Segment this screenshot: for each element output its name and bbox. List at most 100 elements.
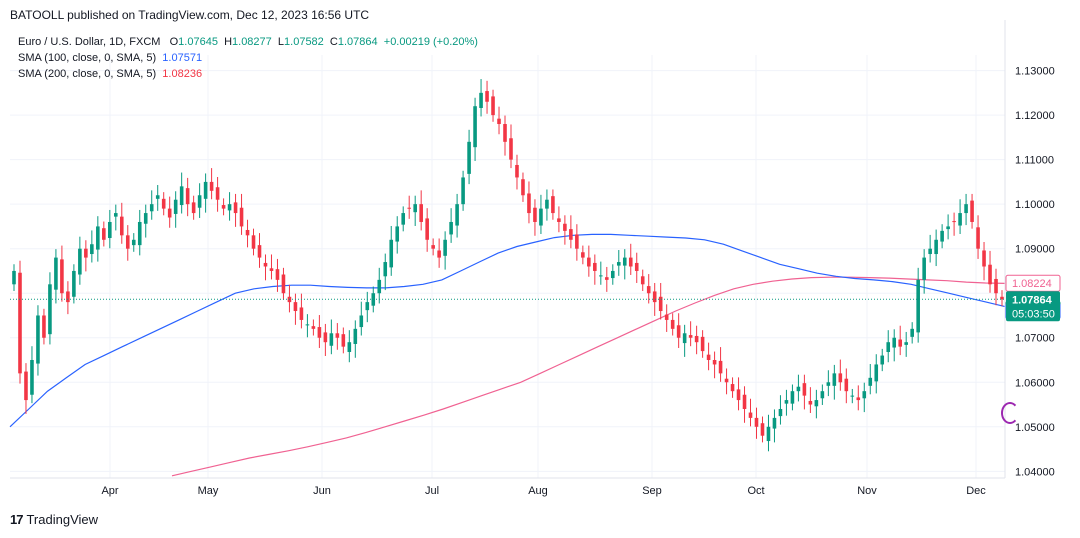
candle-body bbox=[90, 244, 94, 255]
candle-body bbox=[161, 198, 166, 209]
countdown-text: 05:03:50 bbox=[1012, 308, 1055, 320]
candle-body bbox=[688, 335, 693, 338]
candle-body bbox=[179, 186, 184, 206]
candle-body bbox=[119, 216, 124, 236]
candle-body bbox=[862, 391, 867, 399]
candle-body bbox=[1000, 296, 1004, 300]
candle-body bbox=[365, 302, 370, 311]
candle-body bbox=[383, 262, 388, 277]
candle-body bbox=[155, 195, 160, 199]
candle-body bbox=[736, 389, 741, 401]
price-tick-label: 1.04000 bbox=[1015, 466, 1055, 478]
candle-body bbox=[455, 204, 459, 226]
candle-body bbox=[233, 202, 238, 214]
candle-body bbox=[533, 207, 537, 222]
candle-body bbox=[898, 339, 903, 347]
candle-body bbox=[335, 333, 340, 338]
month-tick-label: Oct bbox=[747, 485, 764, 497]
month-tick-label: Aug bbox=[528, 485, 548, 497]
high-label: H bbox=[224, 36, 233, 48]
candle-body bbox=[976, 227, 980, 249]
candle-body bbox=[42, 315, 46, 338]
candle-body bbox=[167, 208, 172, 218]
time-axis[interactable]: Apr May Jun Jul Aug Sep Oct Nov Dec bbox=[10, 477, 1005, 497]
symbol-legend-row[interactable]: Euro / U.S. Dollar, 1D, FXCM O1.07645 H 1… bbox=[18, 34, 478, 50]
candle-body bbox=[389, 239, 394, 268]
chart-legend: Euro / U.S. Dollar, 1D, FXCM O1.07645 H 1… bbox=[18, 34, 478, 82]
candle-body bbox=[646, 286, 651, 294]
candle-body bbox=[605, 277, 609, 280]
low-value: 1.07582 bbox=[284, 36, 324, 48]
open-label: O bbox=[169, 36, 179, 48]
candle-body bbox=[485, 91, 489, 102]
candle-body bbox=[796, 386, 801, 392]
month-tick-label: Sep bbox=[642, 485, 662, 497]
tv-logo-icon: 17 bbox=[10, 512, 24, 527]
candle-body bbox=[515, 164, 519, 178]
sma-200-line bbox=[171, 276, 1006, 477]
candle-body bbox=[209, 181, 214, 191]
sma200-price-badge-text: 1.08224 bbox=[1012, 278, 1052, 290]
candle-body bbox=[658, 296, 663, 312]
candle-body bbox=[269, 268, 274, 271]
sma200-price-badge-box bbox=[1005, 274, 1061, 292]
candle-body bbox=[347, 342, 352, 352]
candle-body bbox=[784, 400, 789, 404]
publisher-line: BATOOLL published on TradingView.com, De… bbox=[10, 8, 370, 22]
candle-body bbox=[96, 226, 100, 250]
price-tick-label: 1.12000 bbox=[1015, 110, 1055, 122]
candle-body bbox=[467, 141, 471, 174]
candle-body bbox=[293, 302, 298, 312]
candle-body bbox=[593, 262, 597, 271]
candle-body bbox=[616, 262, 621, 266]
candle-body bbox=[856, 397, 861, 401]
sma200-legend-row[interactable]: SMA (200, close, 0, SMA, 5) 1.08236 bbox=[18, 66, 478, 82]
candle-body bbox=[587, 257, 591, 267]
price-tick-label: 1.11000 bbox=[1015, 155, 1054, 167]
candle-body bbox=[988, 264, 992, 285]
candle-body bbox=[473, 106, 477, 148]
candle-body bbox=[622, 257, 627, 266]
candle-body bbox=[72, 270, 76, 297]
candle-body bbox=[551, 196, 555, 214]
sma100-legend-row[interactable]: SMA (100, close, 0, SMA, 5) 1.07571 bbox=[18, 50, 478, 66]
candle-body bbox=[742, 394, 747, 409]
alert-indicator-icon[interactable] bbox=[1001, 402, 1019, 424]
candle-body bbox=[377, 279, 382, 294]
candle-body bbox=[880, 355, 885, 365]
sma100-label: SMA (100, close, 0, SMA, 5) bbox=[18, 52, 157, 64]
candle-body bbox=[599, 275, 603, 277]
candle-body bbox=[886, 342, 891, 352]
candle-body bbox=[838, 373, 843, 383]
open-value: 1.07645 bbox=[178, 36, 218, 48]
candle-body bbox=[652, 291, 657, 303]
tradingview-logo[interactable]: 17 TradingView bbox=[10, 512, 98, 527]
candle-body bbox=[527, 193, 531, 214]
candle-body bbox=[84, 248, 88, 258]
candle-body bbox=[245, 229, 250, 236]
symbol-name: Euro / U.S. Dollar, 1D, FXCM bbox=[18, 36, 161, 48]
candle-body bbox=[461, 177, 465, 205]
candle-body bbox=[832, 373, 837, 386]
candle-body bbox=[952, 221, 956, 223]
sma100-value: 1.07571 bbox=[162, 52, 203, 64]
candle-body bbox=[215, 187, 220, 200]
candle-body bbox=[892, 337, 897, 348]
sma200-label: SMA (200, close, 0, SMA, 5) bbox=[18, 68, 157, 80]
candle-body bbox=[497, 118, 501, 125]
candle-body bbox=[557, 218, 561, 222]
last-price-badge-box bbox=[1006, 291, 1060, 322]
price-tick-label: 1.06000 bbox=[1015, 377, 1055, 389]
candle-body bbox=[221, 205, 226, 209]
candle-body bbox=[503, 124, 507, 142]
candle-body bbox=[251, 235, 256, 249]
month-tick-label: Jun bbox=[313, 485, 331, 497]
candle-body bbox=[850, 395, 855, 397]
candle-body bbox=[724, 378, 729, 383]
candle-body bbox=[197, 195, 202, 208]
candle-body bbox=[239, 207, 244, 227]
candle-body bbox=[676, 325, 681, 338]
candle-body bbox=[766, 426, 771, 442]
